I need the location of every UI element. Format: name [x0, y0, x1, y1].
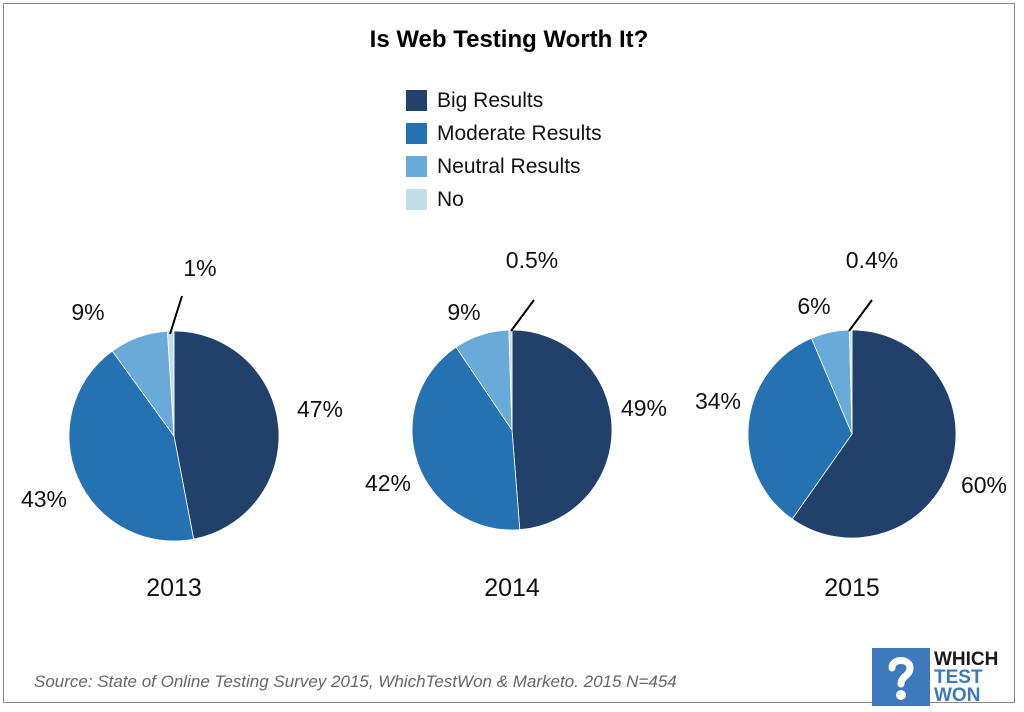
- pie-slice-2013-big-results: [173, 330, 280, 540]
- data-label-2014-no: 0.5%: [506, 247, 558, 273]
- legend-swatch: [406, 123, 427, 144]
- data-label-2015-moderate-results: 34%: [695, 388, 741, 414]
- pie-title-2013: 2013: [146, 574, 202, 602]
- legend-item-neutral-results: Neutral Results: [406, 150, 602, 183]
- data-label-2014-neutral-results: 9%: [447, 299, 480, 325]
- data-label-2015-neutral-results: 6%: [797, 293, 830, 319]
- data-label-2015-no: 0.4%: [846, 247, 898, 273]
- pie-charts: 47% 43% 9% 1% 2013 49% 42% 9% 0.5% 2014 60% 34% 6% 0.…: [21, 247, 1007, 602]
- logo-mark-icon: [872, 648, 930, 706]
- logo-text-line2: TEST: [934, 667, 983, 688]
- chart-title: Is Web Testing Worth It?: [369, 26, 649, 53]
- leader-line-2015: [848, 299, 873, 332]
- logo-text-line3: WON: [934, 685, 981, 706]
- legend-label: No: [437, 187, 464, 211]
- data-label-2014-moderate-results: 42%: [365, 470, 411, 496]
- legend: Big Results Moderate Results Neutral Res…: [406, 84, 602, 216]
- data-label-2013-no: 1%: [183, 255, 216, 281]
- chart-frame: Is Web Testing Worth It? Big Results Mod…: [3, 3, 1017, 706]
- whichtestwon-logo: WHICH TEST WON: [872, 648, 1017, 706]
- pie-slice-2014-moderate-results: [411, 346, 521, 531]
- legend-label: Neutral Results: [437, 154, 581, 178]
- data-label-2014-big-results: 49%: [621, 395, 667, 421]
- source-note: Source: State of Online Testing Survey 2…: [34, 672, 677, 691]
- legend-item-no: No: [406, 183, 602, 216]
- legend-item-moderate-results: Moderate Results: [406, 117, 602, 150]
- pie-title-2014: 2014: [484, 574, 540, 602]
- legend-label: Moderate Results: [437, 121, 602, 145]
- data-label-2013-neutral-results: 9%: [71, 299, 104, 325]
- legend-item-big-results: Big Results: [406, 84, 602, 117]
- data-label-2013-big-results: 47%: [297, 396, 343, 422]
- legend-swatch: [406, 156, 427, 177]
- legend-swatch: [406, 189, 427, 210]
- pie-slice-2013-moderate-results: [68, 350, 195, 542]
- data-label-2013-moderate-results: 43%: [21, 486, 67, 512]
- legend-label: Big Results: [437, 88, 544, 112]
- legend-swatch: [406, 90, 427, 111]
- pie-slice-2014-big-results: [511, 329, 613, 531]
- pie-title-2015: 2015: [824, 574, 880, 602]
- pie-slice-2015-moderate-results: [747, 337, 853, 520]
- logo-text-line1: WHICH: [934, 649, 999, 670]
- leader-line-2013: [169, 295, 183, 335]
- pie-slice-2015-big-results: [791, 329, 957, 539]
- data-label-2015-big-results: 60%: [961, 472, 1007, 498]
- leader-line-2014: [510, 299, 535, 332]
